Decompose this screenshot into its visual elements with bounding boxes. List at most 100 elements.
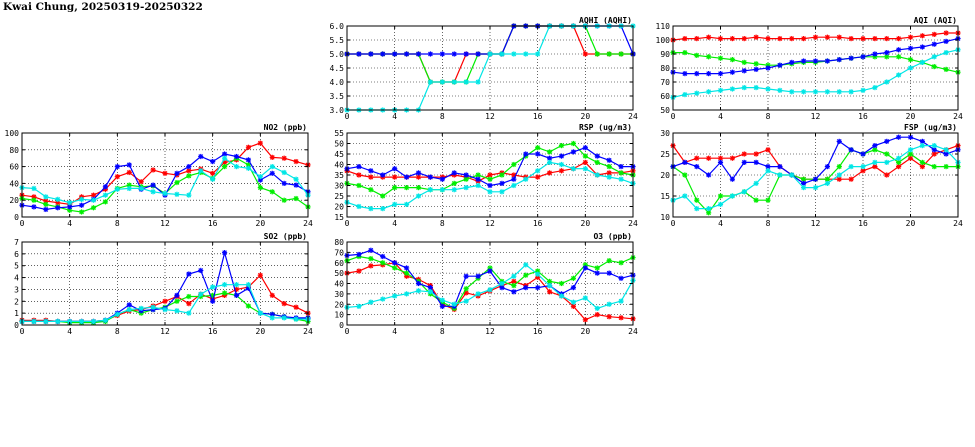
marker-stroke xyxy=(293,316,299,322)
data-point xyxy=(475,79,481,85)
data-point xyxy=(706,89,712,95)
y-tick-label: 50 xyxy=(334,140,344,149)
data-point xyxy=(812,58,819,64)
marker-stroke xyxy=(718,155,723,161)
x-tick-label: 12 xyxy=(811,219,821,228)
marker-stroke xyxy=(269,292,275,298)
series-markers-3 xyxy=(670,36,961,77)
data-point xyxy=(618,315,624,321)
marker-stroke xyxy=(380,206,386,211)
marker-stroke xyxy=(920,44,925,50)
data-point xyxy=(729,155,735,161)
marker-stroke xyxy=(43,194,49,200)
marker-stroke xyxy=(718,36,723,41)
marker-stroke xyxy=(416,51,421,57)
marker-stroke xyxy=(234,154,239,159)
data-point xyxy=(896,36,902,42)
data-point xyxy=(439,79,445,85)
data-point xyxy=(269,170,275,176)
marker-stroke xyxy=(571,275,576,281)
y-tick-label: 80 xyxy=(660,64,670,73)
marker-stroke xyxy=(694,155,700,161)
marker-stroke xyxy=(848,36,854,41)
marker-stroke xyxy=(511,162,517,167)
marker-stroke xyxy=(463,79,469,85)
data-point xyxy=(694,164,700,170)
marker-stroke xyxy=(487,268,493,274)
marker-stroke xyxy=(404,270,409,276)
data-point xyxy=(618,176,624,182)
marker-stroke xyxy=(174,298,180,304)
data-point xyxy=(499,51,505,57)
marker-stroke xyxy=(682,172,688,178)
marker-stroke xyxy=(908,147,913,153)
marker-stroke xyxy=(198,291,204,297)
marker-stroke xyxy=(694,197,700,203)
marker-stroke xyxy=(801,176,806,182)
marker-stroke xyxy=(884,160,890,165)
data-point xyxy=(427,289,434,295)
data-point xyxy=(753,85,759,91)
data-point xyxy=(618,164,624,170)
marker-stroke xyxy=(943,30,949,36)
data-point xyxy=(919,143,925,149)
data-point xyxy=(403,291,410,297)
marker-stroke xyxy=(582,166,588,172)
data-point xyxy=(245,282,252,288)
marker-stroke xyxy=(356,204,362,209)
data-point xyxy=(765,147,771,153)
data-point xyxy=(872,36,878,42)
data-point xyxy=(907,57,914,63)
data-point xyxy=(392,265,398,271)
marker-stroke xyxy=(836,176,842,182)
data-point xyxy=(415,51,422,57)
data-point xyxy=(487,287,493,293)
data-point xyxy=(523,262,529,268)
data-point xyxy=(102,192,109,198)
marker-stroke xyxy=(594,312,600,317)
data-point xyxy=(55,205,61,211)
marker-stroke xyxy=(511,279,517,284)
marker-stroke xyxy=(753,67,759,72)
marker-stroke xyxy=(896,134,901,140)
data-point xyxy=(380,260,386,266)
data-point xyxy=(872,143,878,149)
data-point xyxy=(801,58,807,64)
marker-stroke xyxy=(150,304,156,310)
data-point xyxy=(233,153,240,160)
marker-stroke xyxy=(753,151,759,157)
x-tick-label: 24 xyxy=(628,327,638,336)
marker-stroke xyxy=(884,54,890,60)
marker-stroke xyxy=(138,306,144,311)
marker-stroke xyxy=(416,281,421,286)
y-tick-label: 4 xyxy=(14,274,19,283)
y-tick-label: 35 xyxy=(334,171,344,180)
data-point xyxy=(812,185,819,191)
y-tick-label: 3.5 xyxy=(330,92,345,101)
marker-stroke xyxy=(606,301,612,307)
marker-stroke xyxy=(404,51,409,57)
marker-stroke xyxy=(439,297,445,303)
data-point xyxy=(907,134,914,140)
x-tick-label: 20 xyxy=(906,112,916,121)
x-tick-label: 4 xyxy=(718,112,723,121)
data-point xyxy=(356,268,362,274)
marker-stroke xyxy=(896,155,901,161)
x-tick-label: 12 xyxy=(160,327,170,336)
data-point xyxy=(824,164,830,170)
marker-stroke xyxy=(126,307,132,312)
chart-title: FSP (ug/m3) xyxy=(904,123,957,132)
data-point xyxy=(415,288,422,294)
data-point xyxy=(257,272,263,278)
marker-stroke xyxy=(931,147,937,153)
data-point xyxy=(392,51,398,57)
marker-stroke xyxy=(380,193,386,199)
marker-stroke xyxy=(79,319,84,324)
data-point xyxy=(31,318,37,325)
marker-stroke xyxy=(706,155,711,161)
marker-stroke xyxy=(475,273,481,279)
data-point xyxy=(717,36,724,42)
marker-stroke xyxy=(234,282,239,288)
marker-stroke xyxy=(884,151,890,157)
